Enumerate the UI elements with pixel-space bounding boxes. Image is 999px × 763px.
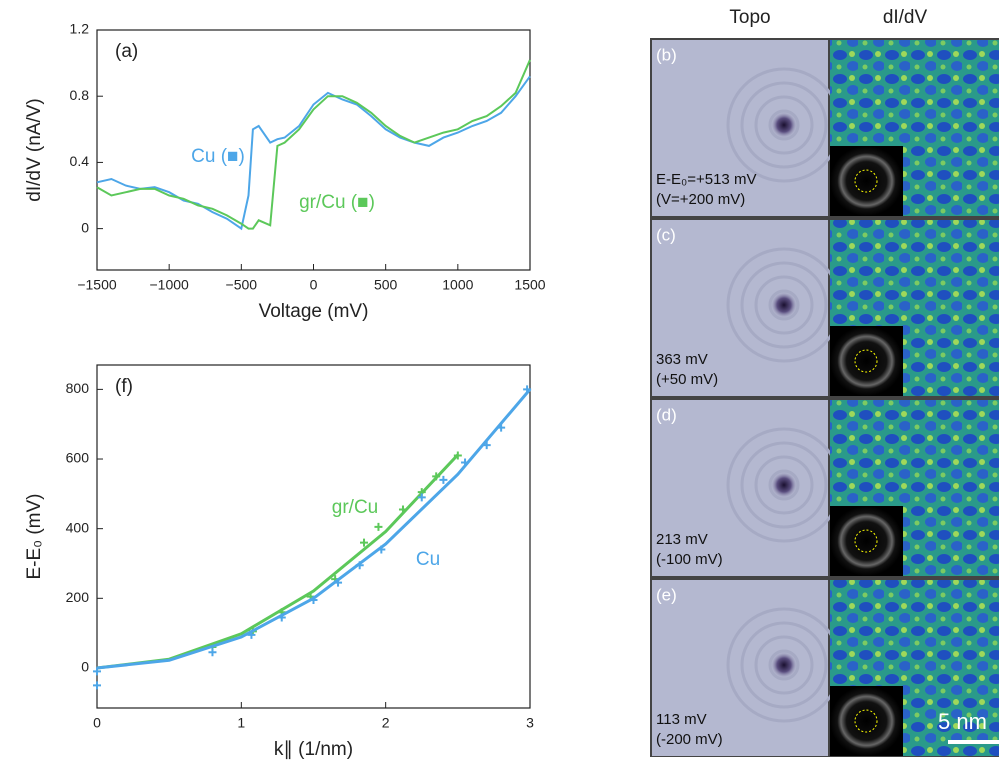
data-point [432,472,441,481]
topo-defect [770,111,798,139]
fft-circle [854,529,878,553]
x-tick-label: −1000 [150,277,190,293]
x-tick-label: 3 [526,715,534,731]
energy-label: 113 mV [656,711,707,728]
topo-ripple [754,455,814,515]
data-point [247,630,256,639]
bias-label: (+50 mV) [656,371,718,388]
fft-inset [830,146,903,216]
y-tick-label: 600 [66,450,90,466]
y-tick-label: 200 [66,589,90,605]
data-point [497,423,506,432]
data-point [398,505,407,514]
panel-label: (b) [656,45,677,64]
data-point [208,648,217,657]
x-axis-label: Voltage (mV) [259,301,369,322]
fft-circle [854,349,878,373]
fft-circle [854,709,878,733]
topo-defect [770,471,798,499]
data-point [309,596,318,605]
series-label: gr/Cu [332,497,378,518]
bias-label: (V=+200 mV) [656,191,745,208]
panel-label: (a) [115,41,138,62]
topo-image [652,40,828,216]
data-point [523,385,532,394]
topo-image [652,220,828,396]
x-tick-label: 2 [382,715,390,731]
panel-label: (e) [656,585,677,604]
image-panels: (b) E-E₀=+513 mV (V=+200 mV) (c) 363 mV (+50 … [650,38,999,757]
series-line [96,59,531,230]
data-point [355,561,364,570]
energy-label: 363 mV [656,351,708,368]
x-tick-label: −500 [226,277,258,293]
x-tick-label: 1000 [442,277,473,293]
scale-bar-label: 5 nm [938,709,987,734]
topo-ripple [740,441,828,529]
x-tick-label: 0 [310,277,318,293]
y-tick-label: 0 [81,659,89,675]
topo-ripple [754,275,814,335]
topo-ripple [740,261,828,349]
fft-inset [830,506,903,576]
fft-circle [854,169,878,193]
y-tick-label: 1.2 [70,21,90,37]
topo-ripple [754,635,814,695]
series-label: Cu [416,549,440,570]
x-tick-label: 0 [93,715,101,731]
topo-image [652,580,828,756]
data-point [374,522,383,531]
topo-image [652,400,828,576]
x-tick-label: 1 [237,715,245,731]
energy-label: E-E₀=+513 mV [656,171,756,188]
data-point [482,441,491,450]
y-axis-label: dI/dV (nA/V) [24,98,45,202]
bias-label: (-100 mV) [656,551,723,568]
data-point [453,451,462,460]
y-tick-label: 0.8 [70,87,90,103]
data-point [417,493,426,502]
data-point [334,578,343,587]
x-tick-label: 1500 [514,277,545,293]
series-line [96,453,459,670]
topo-defect [770,651,798,679]
data-point [277,613,286,622]
panel-label: (f) [115,376,133,397]
y-tick-label: 0 [81,219,89,235]
panel-label: (d) [656,405,677,424]
series-label: gr/Cu (■) [299,192,375,213]
topo-ripple [740,621,828,709]
x-tick-label: 500 [374,277,398,293]
topo-defect [770,291,798,319]
series-line [96,388,532,670]
energy-label: 213 mV [656,531,708,548]
plot-frame [96,29,531,271]
y-axis-label: E-E₀ (mV) [24,494,45,580]
panel-label: (c) [656,225,676,244]
fft-inset [830,686,903,756]
topo-ripple [754,95,814,155]
topo-ripple [740,81,828,169]
x-axis-label: k∥ (1/nm) [274,739,353,760]
data-point [461,458,470,467]
series-label: Cu (■) [191,146,245,167]
data-point [439,475,448,484]
data-point [93,681,101,690]
y-tick-label: 800 [66,380,90,396]
fft-inset [830,326,903,396]
scale-bar [948,740,999,744]
column-header: dI/dV [883,7,928,28]
y-tick-label: 400 [66,519,90,535]
y-tick-label: 0.4 [70,153,90,169]
bias-label: (-200 mV) [656,731,723,748]
data-point [377,545,386,554]
x-tick-label: −1500 [77,277,117,293]
data-point [93,667,101,676]
plot-frame [96,364,531,709]
column-header: Topo [729,7,770,28]
data-point [360,538,369,547]
